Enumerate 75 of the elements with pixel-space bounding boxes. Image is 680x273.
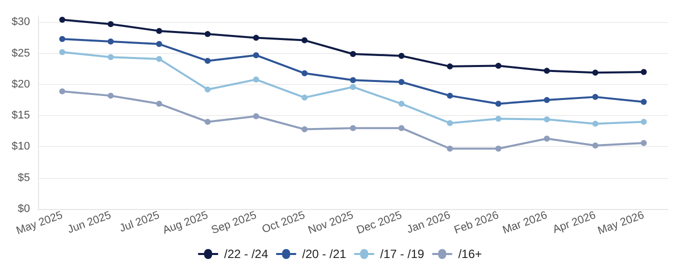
x-tick-label: Jan 2026	[405, 209, 452, 236]
point	[156, 56, 162, 62]
point	[350, 125, 356, 132]
legend-label: /22 - /24	[224, 247, 268, 261]
y-tick-label: $15	[12, 110, 30, 122]
point	[156, 28, 162, 34]
point	[302, 37, 308, 44]
x-tick-label: Aug 2025	[161, 209, 210, 237]
point	[253, 52, 260, 58]
point	[446, 63, 453, 70]
y-tick-label: $20	[12, 78, 30, 90]
y-tick-label: $25	[12, 47, 30, 60]
point	[544, 136, 550, 142]
x-tick-label: Apr 2026	[551, 209, 598, 236]
point	[108, 54, 114, 60]
y-tick-label: $10	[12, 140, 30, 153]
x-tick-label: Dec 2025	[355, 209, 404, 237]
point	[108, 92, 114, 99]
point	[302, 126, 308, 132]
point	[253, 76, 260, 82]
point	[640, 140, 647, 146]
x-tick-label: Feb 2026	[452, 209, 500, 237]
point	[592, 120, 598, 127]
point	[495, 100, 502, 107]
x-tick-label: Jun 2025	[66, 209, 113, 236]
point	[398, 78, 404, 85]
point	[253, 34, 260, 41]
point	[350, 77, 356, 84]
point	[446, 146, 453, 152]
legend-label: /17 - /19	[380, 247, 425, 261]
point	[156, 100, 162, 107]
point	[204, 58, 211, 64]
point	[495, 116, 502, 122]
x-tick-label: Sep 2025	[210, 209, 258, 237]
point	[398, 100, 404, 107]
point	[544, 97, 550, 104]
point	[640, 69, 647, 76]
point	[495, 146, 502, 152]
x-tick-label: Mar 2026	[501, 209, 549, 237]
point	[398, 125, 404, 132]
x-tick-label: Jul 2025	[118, 209, 162, 235]
point	[59, 49, 66, 56]
legend-label: /16+	[458, 247, 482, 261]
y-tick-label: $5	[18, 172, 30, 184]
x-tick-label: Oct 2025	[260, 209, 307, 236]
point	[302, 70, 308, 76]
point	[350, 84, 356, 90]
point	[495, 62, 502, 69]
point	[204, 86, 211, 92]
point	[592, 142, 598, 148]
point	[640, 98, 647, 105]
point	[544, 68, 550, 74]
point	[204, 31, 211, 38]
point	[156, 41, 162, 48]
x-tick-label: Nov 2025	[306, 209, 356, 237]
point	[592, 70, 598, 76]
point	[544, 116, 550, 122]
point	[59, 36, 66, 42]
point	[59, 88, 66, 94]
point	[108, 38, 114, 45]
point	[108, 21, 114, 28]
point	[204, 118, 211, 125]
legend-label: /20 - /21	[302, 247, 346, 261]
point	[592, 94, 598, 100]
point	[350, 50, 356, 57]
point	[446, 120, 453, 126]
point	[253, 113, 260, 120]
point	[398, 52, 404, 59]
point	[640, 118, 647, 125]
x-tick-label: May 2026	[596, 209, 646, 238]
y-tick-label: $0	[18, 203, 30, 215]
point	[302, 94, 308, 101]
point	[59, 16, 66, 23]
point	[446, 92, 453, 99]
y-tick-label: $30	[12, 16, 30, 28]
